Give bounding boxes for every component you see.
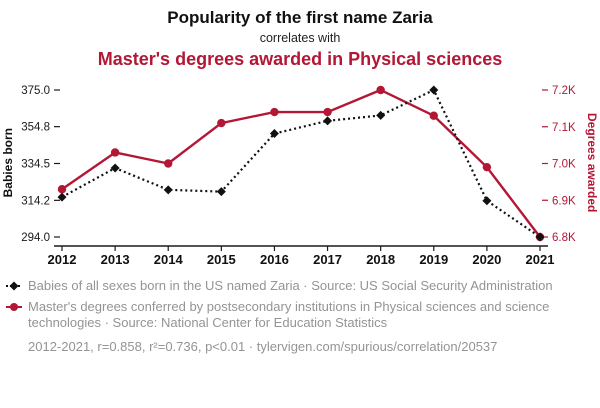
svg-text:2020: 2020 — [472, 252, 501, 267]
correlation-line-chart: 375.0 354.8 334.5 314.2 294.0 7.2K 7.1K 7.0K 6.9… — [21, 85, 576, 267]
svg-text:294.0: 294.0 — [21, 232, 50, 244]
chart-title-secondary: Master's degrees awarded in Physical sci… — [97, 49, 503, 69]
svg-text:7.0K: 7.0K — [552, 159, 576, 171]
svg-text:2018: 2018 — [366, 252, 395, 267]
svg-text:2016: 2016 — [260, 252, 289, 267]
left-axis-label: Babies born — [1, 128, 15, 198]
svg-text:2014: 2014 — [154, 252, 184, 267]
svg-text:2013: 2013 — [101, 252, 130, 267]
right-axis-label-wrap: Degrees awarded — [584, 80, 600, 246]
left-axis-label-wrap: Babies born — [0, 80, 16, 246]
chart-area: 375.0 354.8 334.5 314.2 294.0 7.2K 7.1K 7.0K 6.9… — [0, 80, 600, 270]
svg-text:6.8K: 6.8K — [552, 232, 576, 244]
legend-label: Babies of all sexes born in the US named… — [28, 278, 553, 293]
right-axis-label: Degrees awarded — [585, 113, 599, 213]
svg-text:7.2K: 7.2K — [552, 85, 576, 97]
svg-text:7.1K: 7.1K — [552, 122, 576, 134]
legend-item-babies: Babies of all sexes born in the US named… — [6, 278, 566, 294]
black-diamond-series-marker-icon — [6, 281, 22, 291]
chart-subtitle: correlates with — [259, 31, 341, 45]
svg-text:375.0: 375.0 — [21, 85, 50, 97]
svg-text:2019: 2019 — [419, 252, 448, 267]
red-circle-series-marker-icon — [6, 303, 22, 311]
svg-text:354.8: 354.8 — [21, 122, 50, 134]
svg-text:2015: 2015 — [207, 252, 236, 267]
svg-text:334.5: 334.5 — [21, 159, 50, 171]
svg-text:2012: 2012 — [48, 252, 77, 267]
svg-text:314.2: 314.2 — [21, 195, 50, 207]
legend: Babies of all sexes born in the US named… — [0, 270, 600, 331]
stats-and-source-line: 2012-2021, r=0.858, r²=0.736, p<0.01 · t… — [28, 339, 498, 354]
svg-text:2017: 2017 — [313, 252, 342, 267]
chart-title: Popularity of the first name Zaria — [167, 8, 433, 27]
legend-label: Master's degrees conferred by postsecond… — [28, 299, 550, 330]
svg-text:6.9K: 6.9K — [552, 195, 576, 207]
svg-text:2021: 2021 — [526, 252, 555, 267]
legend-item-degrees: Master's degrees conferred by postsecond… — [6, 299, 566, 331]
